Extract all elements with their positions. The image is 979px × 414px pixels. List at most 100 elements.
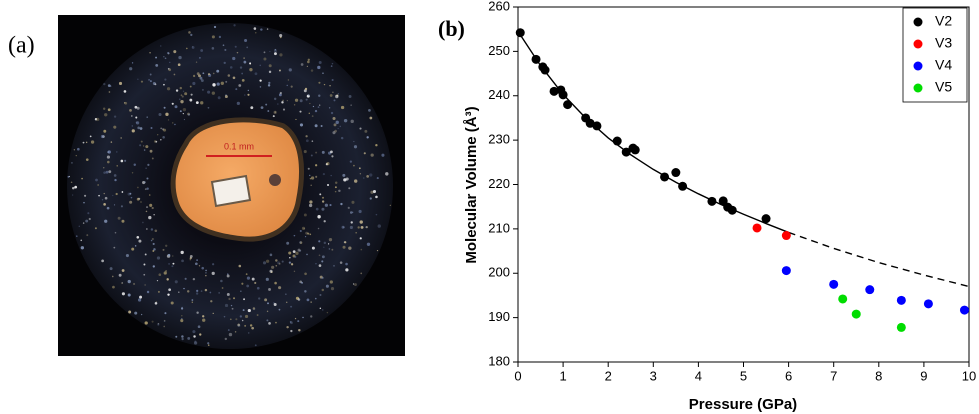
speckle [237,323,241,328]
speckle [244,324,247,327]
legend-label: V2 [935,13,952,29]
speckle [101,199,104,201]
speckle [183,287,185,290]
speckle [207,106,210,109]
speckle [170,301,174,305]
speckle [337,127,339,130]
speckle [136,197,140,201]
speckle [353,145,358,149]
speckle [331,79,334,82]
speckle [157,134,159,136]
panel-label: (a) [8,33,35,59]
speckle [121,282,124,284]
speckle [103,203,106,206]
speckle [202,72,205,75]
speckle [360,272,363,275]
speckle [139,295,143,299]
speckle [207,344,210,346]
speckle [129,200,133,204]
x-tick-label: 8 [875,368,882,383]
speckle [139,127,143,130]
speckle [244,39,248,43]
y-tick-label: 180 [488,353,510,368]
speckle [200,49,204,52]
speckle [307,60,310,64]
speckle [315,151,318,154]
speckle [199,333,202,336]
data-point [781,266,791,276]
speckle [299,229,302,233]
speckle [246,46,249,49]
y-tick-label: 220 [488,176,510,191]
x-tick-label: 7 [830,368,837,383]
speckle [192,330,196,334]
speckle [307,58,310,61]
speckle [136,235,140,239]
speckle [137,298,142,302]
speckle [212,263,215,266]
legend-label: V4 [935,57,952,73]
speckle [113,125,117,129]
speckle [354,283,357,287]
legend-marker [913,61,923,71]
speckle [351,211,354,214]
speckle [143,181,146,184]
speckle [278,286,282,290]
speckle [275,321,277,324]
speckle [372,189,377,194]
speckle [168,262,170,265]
speckle [235,318,238,321]
speckle [171,265,174,268]
speckle [218,35,222,39]
speckle [189,254,193,258]
speckle [173,50,177,54]
speckle [273,110,277,114]
speckle [263,51,266,54]
speckle [121,282,124,284]
speckle [165,244,168,247]
speckle [349,211,353,214]
speckle [94,118,98,121]
speckle [332,116,336,121]
speckle [150,228,154,231]
speckle [116,165,118,167]
fit-line [788,231,970,288]
speckle [190,33,193,37]
speckle [150,239,153,242]
y-tick-label: 250 [488,43,510,58]
speckle [301,281,303,284]
speckle [195,61,198,63]
speckle [112,285,115,289]
speckle [121,191,124,193]
y-tick-label: 260 [488,0,510,13]
speckle [249,62,252,65]
speckle [167,253,171,257]
legend-marker [913,17,923,27]
speckle [350,104,352,106]
speckle [238,264,242,268]
speckle [104,219,108,223]
speckle [149,203,153,207]
speckle [149,149,153,153]
speckle [145,167,147,170]
speckle [165,112,169,116]
speckle [151,206,154,210]
speckle [350,119,354,124]
speckle [227,329,230,331]
speckle [284,293,287,296]
speckle [339,125,342,128]
speckle [266,319,269,322]
speckle [146,228,148,230]
speckle [107,108,111,112]
speckle [137,186,139,189]
speckle [254,344,257,347]
speckle [72,186,75,190]
speckle [228,297,231,301]
speckle [244,314,249,319]
speckle [353,140,355,143]
speckle [268,64,272,68]
speckle [155,301,157,303]
speckle [360,248,363,251]
speckle [193,335,196,338]
